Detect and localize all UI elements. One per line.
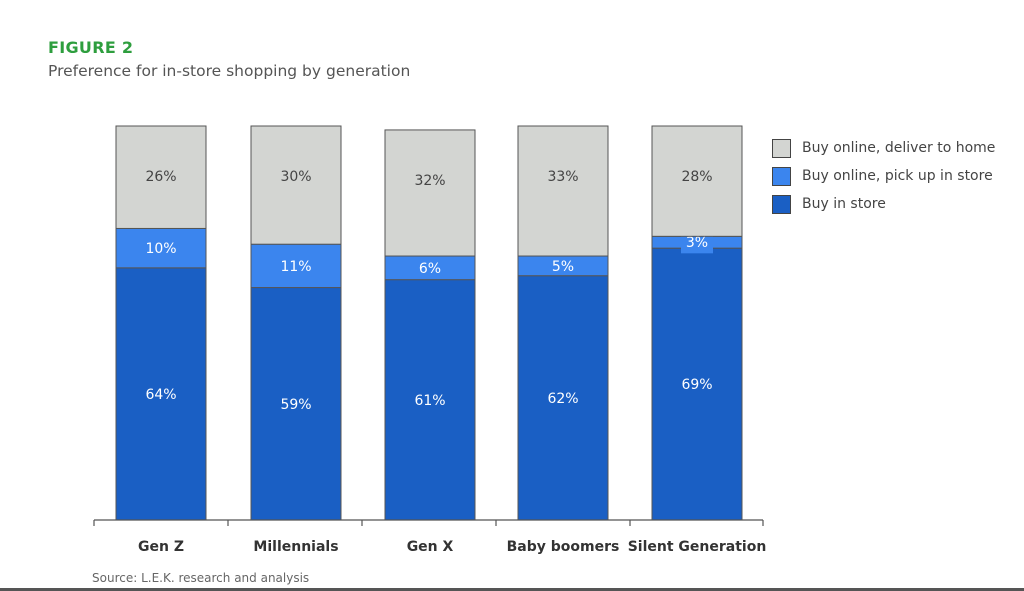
legend-item-in-store: Buy in store xyxy=(772,190,995,218)
data-label-in-store: 62% xyxy=(547,391,578,407)
data-label-deliver-home: 28% xyxy=(681,169,712,185)
bar-segment-in-store xyxy=(115,267,207,521)
legend-swatch-pickup-store xyxy=(772,166,791,186)
data-label-in-store: 69% xyxy=(681,377,712,393)
data-label-in-store: 59% xyxy=(280,397,311,413)
bar-segment-deliver-home xyxy=(517,125,609,257)
bar-segment-deliver-home xyxy=(651,125,743,237)
data-label-in-store: 61% xyxy=(414,393,445,409)
data-label-deliver-home: 26% xyxy=(145,169,176,185)
data-label-pickup-store: 6% xyxy=(419,261,441,277)
legend-label-pickup-store: Buy online, pick up in store xyxy=(802,168,993,184)
bar-segment-deliver-home xyxy=(384,129,476,257)
category-label: Gen X xyxy=(407,539,454,555)
legend-swatch-deliver-home xyxy=(772,138,791,158)
chart-subtitle: Preference for in-store shopping by gene… xyxy=(48,62,411,80)
bar-segment-in-store xyxy=(250,287,342,521)
data-label-deliver-home: 32% xyxy=(414,173,445,189)
bar-segment-in-store xyxy=(651,247,743,521)
bar-segment-deliver-home xyxy=(250,125,342,245)
data-label-deliver-home: 33% xyxy=(547,169,578,185)
legend-swatch-in-store xyxy=(772,194,791,214)
category-label: Gen Z xyxy=(138,539,184,555)
legend-label-in-store: Buy in store xyxy=(802,196,886,212)
data-label-in-store: 64% xyxy=(145,387,176,403)
data-label-pickup-store: 3% xyxy=(686,235,708,251)
bar-segment-pickup-store xyxy=(115,227,207,269)
category-label: Silent Generation xyxy=(628,539,767,555)
data-label-chip xyxy=(681,233,713,254)
category-label: Baby boomers xyxy=(507,539,620,555)
bar-segment-in-store xyxy=(517,275,609,521)
legend-item-pickup-store: Buy online, pick up in store xyxy=(772,162,995,190)
chart-legend: Buy online, deliver to home Buy online, … xyxy=(772,134,995,218)
bottom-divider xyxy=(0,588,1024,591)
data-label-deliver-home: 30% xyxy=(280,169,311,185)
bar-segment-deliver-home xyxy=(115,125,207,229)
category-label: Millennials xyxy=(253,539,338,555)
legend-label-deliver-home: Buy online, deliver to home xyxy=(802,140,996,156)
data-label-pickup-store: 11% xyxy=(280,259,311,275)
source-note: Source: L.E.K. research and analysis xyxy=(92,571,310,585)
data-label-pickup-store: 5% xyxy=(552,259,574,275)
data-label-pickup-store: 10% xyxy=(145,241,176,257)
figure-label: FIGURE 2 xyxy=(48,38,134,57)
legend-item-deliver-home: Buy online, deliver to home xyxy=(772,134,995,162)
